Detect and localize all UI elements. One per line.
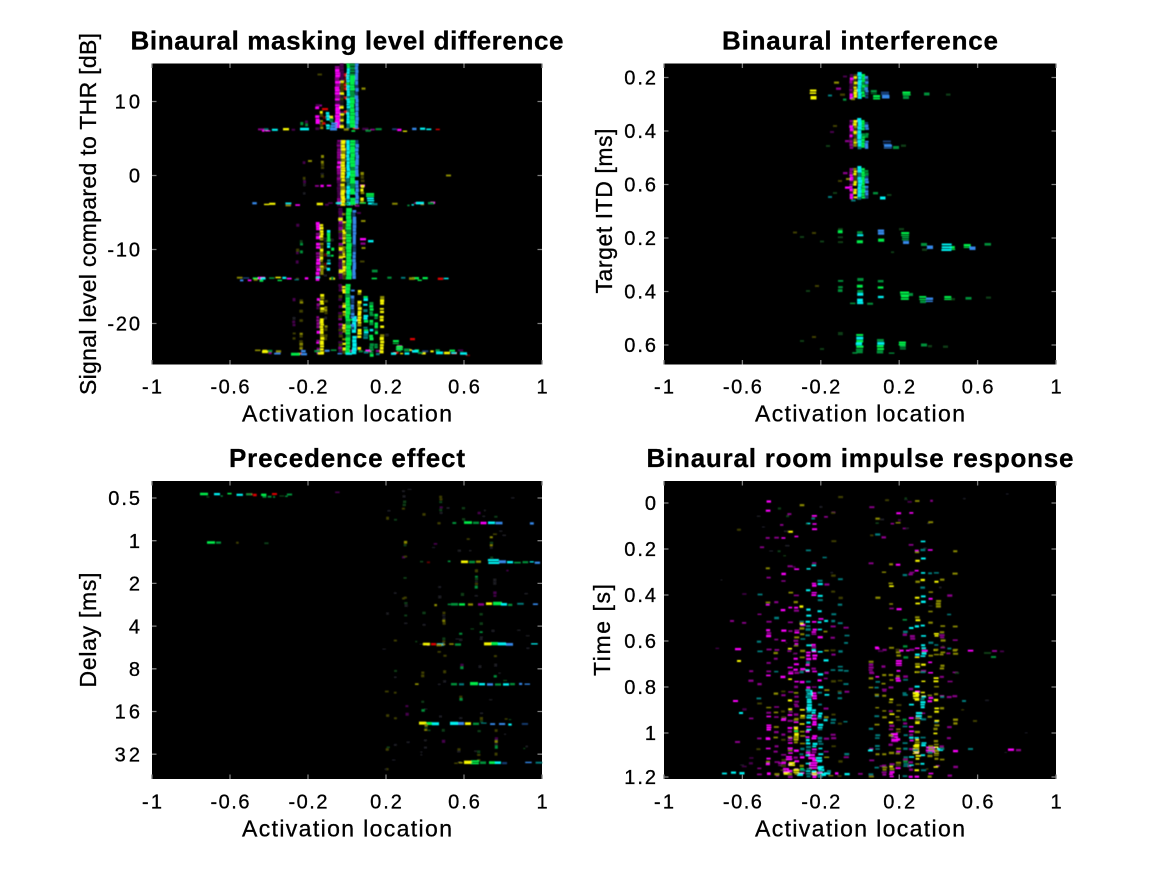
svg-text:-1: -1 xyxy=(142,791,162,813)
svg-text:0.6: 0.6 xyxy=(624,175,656,197)
svg-text:1: 1 xyxy=(129,531,140,553)
svg-text:1: 1 xyxy=(1050,791,1061,813)
svg-text:0.6: 0.6 xyxy=(448,791,480,813)
svg-text:0.4: 0.4 xyxy=(624,121,656,143)
svg-text:1: 1 xyxy=(645,723,656,745)
svg-text:0: 0 xyxy=(645,493,656,515)
svg-text:1: 1 xyxy=(536,791,547,813)
svg-text:0.2: 0.2 xyxy=(370,376,402,398)
svg-text:0.2: 0.2 xyxy=(883,791,915,813)
svg-text:0.2: 0.2 xyxy=(370,791,402,813)
svg-text:2: 2 xyxy=(129,574,140,596)
svg-text:Time [s]: Time [s] xyxy=(589,584,615,676)
svg-text:-1: -1 xyxy=(654,376,674,398)
svg-text:8: 8 xyxy=(129,659,140,681)
svg-text:Activation location: Activation location xyxy=(242,816,452,842)
svg-text:0.2: 0.2 xyxy=(624,68,656,90)
svg-text:0.8: 0.8 xyxy=(624,677,656,699)
svg-text:1: 1 xyxy=(1050,376,1061,398)
svg-text:Activation location: Activation location xyxy=(755,401,965,427)
svg-text:1.2: 1.2 xyxy=(624,767,656,789)
svg-text:-20: -20 xyxy=(107,314,140,336)
svg-text:0.2: 0.2 xyxy=(883,376,915,398)
svg-text:Binaural room impulse response: Binaural room impulse response xyxy=(647,443,1074,473)
svg-text:Activation location: Activation location xyxy=(755,816,965,842)
svg-text:-1: -1 xyxy=(142,376,162,398)
svg-text:Binaural interference: Binaural interference xyxy=(722,26,998,56)
svg-text:0.2: 0.2 xyxy=(624,539,656,561)
svg-text:Activation location: Activation location xyxy=(242,401,452,427)
svg-text:Precedence effect: Precedence effect xyxy=(229,443,465,473)
svg-text:Binaural masking level differe: Binaural masking level difference xyxy=(131,26,564,56)
svg-text:0.6: 0.6 xyxy=(448,376,480,398)
svg-text:4: 4 xyxy=(129,616,140,638)
svg-text:0.6: 0.6 xyxy=(962,791,994,813)
svg-text:Target ITD [ms]: Target ITD [ms] xyxy=(591,129,617,294)
svg-text:0.4: 0.4 xyxy=(624,585,656,607)
svg-text:0.6: 0.6 xyxy=(962,376,994,398)
svg-text:0: 0 xyxy=(129,166,140,188)
svg-text:Signal level compared to THR [: Signal level compared to THR [dB] xyxy=(75,33,101,395)
svg-text:0.2: 0.2 xyxy=(624,228,656,250)
svg-text:0.4: 0.4 xyxy=(624,282,656,304)
svg-text:Delay [ms]: Delay [ms] xyxy=(75,573,101,688)
svg-text:1: 1 xyxy=(536,376,547,398)
svg-text:0.6: 0.6 xyxy=(624,631,656,653)
svg-text:0.5: 0.5 xyxy=(108,488,140,510)
svg-text:0.6: 0.6 xyxy=(624,335,656,357)
svg-text:-10: -10 xyxy=(107,240,140,262)
svg-text:-1: -1 xyxy=(654,791,674,813)
